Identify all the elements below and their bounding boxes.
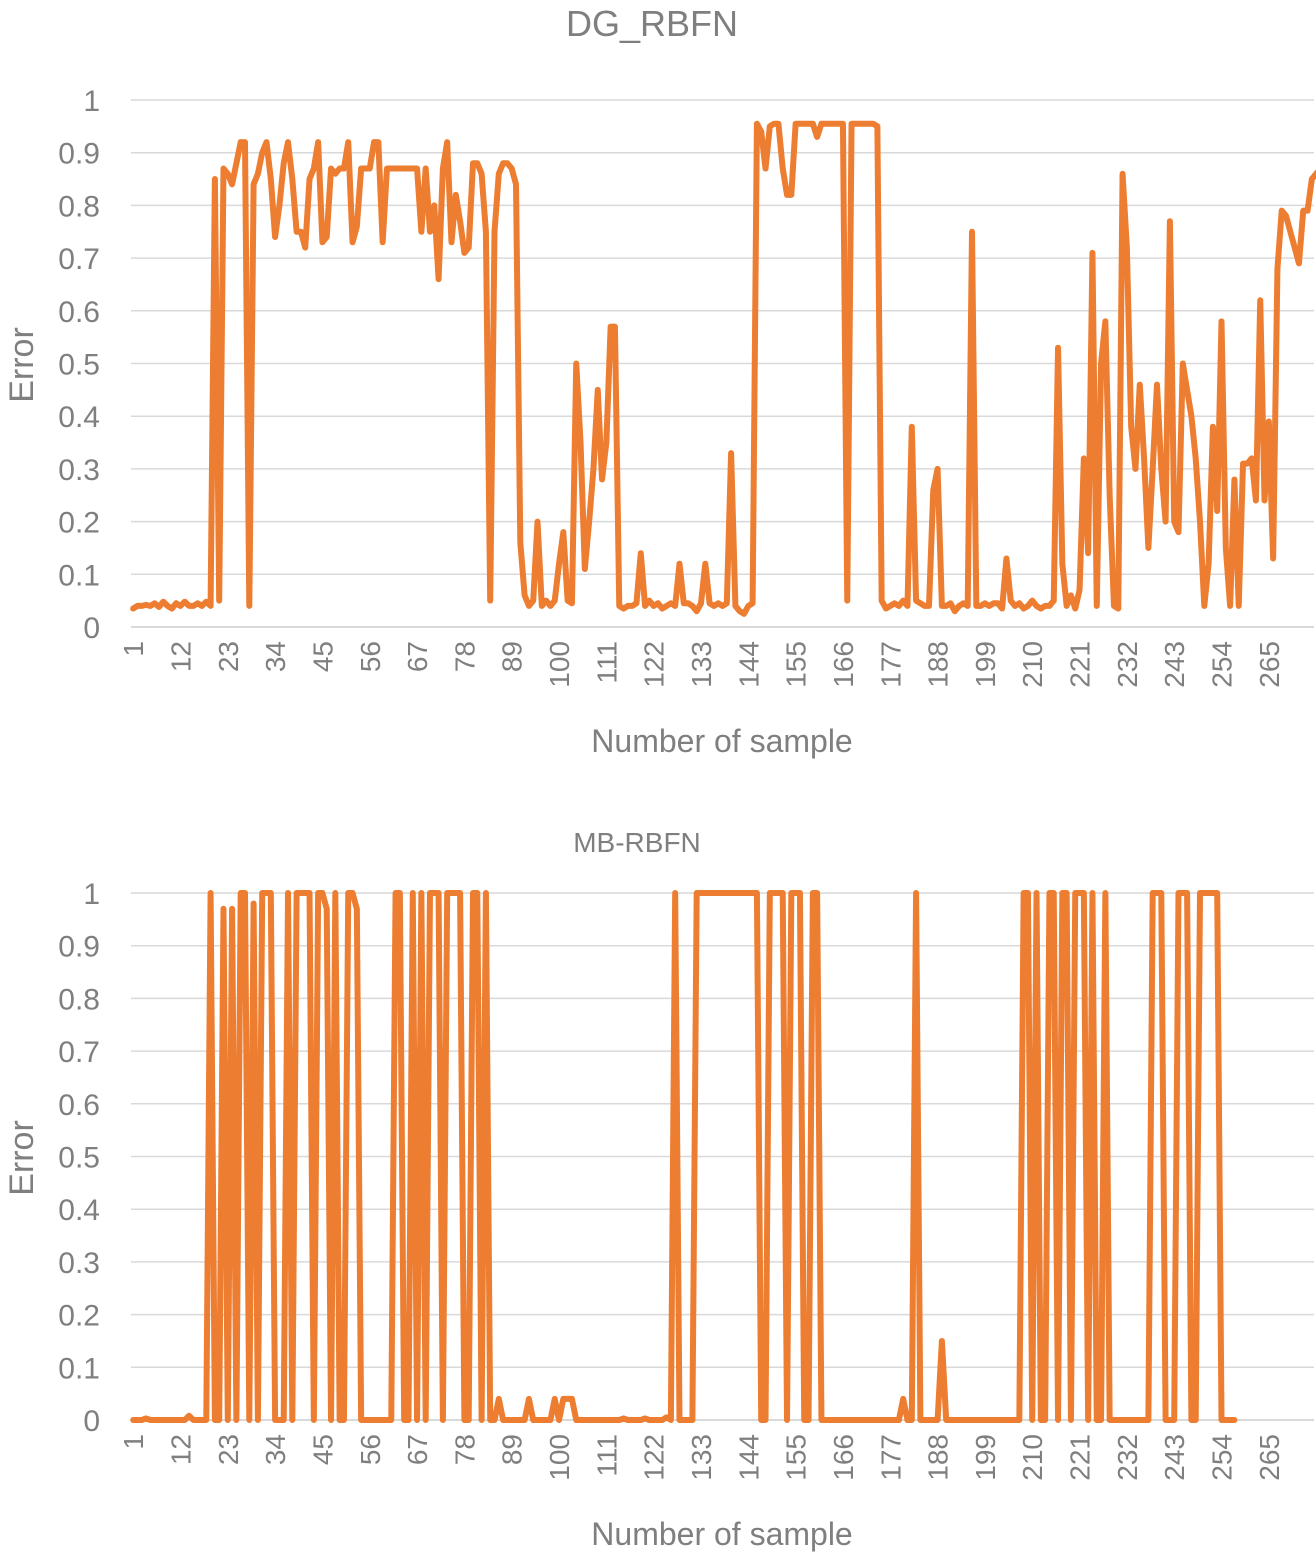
y-tick-label: 0.3: [58, 454, 100, 487]
x-tick-label: 111: [591, 641, 622, 684]
x-tick-label: 254: [1207, 1434, 1238, 1481]
x-tick-label: 78: [449, 1434, 480, 1465]
x-tick-label: 210: [1017, 641, 1048, 688]
x-tick-label: 221: [1065, 641, 1096, 688]
chart-title: MB-RBFN: [573, 827, 701, 858]
gridlines: [131, 99, 1314, 628]
series-line: [130, 120, 1316, 617]
x-tick-label: 100: [544, 1434, 575, 1481]
x-tick-label: 210: [1017, 1434, 1048, 1481]
x-tick-label: 155: [781, 641, 812, 688]
y-axis-label: Error: [3, 327, 41, 403]
y-tick-label: 0.1: [58, 559, 100, 592]
x-tick-label: 56: [355, 1434, 386, 1465]
x-tick-label: 199: [970, 1434, 1001, 1481]
x-tick-label: 34: [260, 641, 291, 672]
x-tick-label: 144: [733, 641, 764, 688]
x-tick-label: 111: [591, 1434, 622, 1477]
x-tick-label: 166: [828, 1434, 859, 1481]
y-tick-label: 0.4: [58, 401, 100, 434]
y-tick-label: 0.8: [58, 983, 100, 1016]
y-tick-label: 0.9: [58, 931, 100, 964]
x-tick-label: 67: [402, 1434, 433, 1465]
x-tick-label: 265: [1254, 641, 1285, 688]
x-tick-label: 133: [686, 1434, 717, 1481]
x-tick-label: 89: [497, 641, 528, 672]
x-tick-label: 232: [1112, 641, 1143, 688]
x-axis-label: Number of sample: [591, 1516, 852, 1552]
y-tick-label: 0.2: [58, 1300, 100, 1333]
x-axis-label: Number of sample: [591, 723, 852, 759]
y-tick-labels: 0 0.1 0.2 0.3 0.4 0.5 0.6 0.7 0.8 0.9 1: [58, 85, 100, 645]
x-tick-label: 232: [1112, 1434, 1143, 1481]
x-tick-label: 144: [733, 1434, 764, 1481]
x-tick-label: 122: [639, 641, 670, 688]
y-tick-label: 0.3: [58, 1247, 100, 1280]
x-tick-label: 23: [213, 641, 244, 672]
x-tick-label: 1: [118, 641, 149, 657]
x-tick-label: 122: [639, 1434, 670, 1481]
x-tick-label: 34: [260, 1434, 291, 1465]
y-tick-label: 0: [83, 1405, 100, 1438]
y-tick-label: 0.7: [58, 243, 100, 276]
x-tick-label: 56: [355, 641, 386, 672]
x-tick-label: 155: [781, 1434, 812, 1481]
y-tick-label: 0.1: [58, 1352, 100, 1385]
x-tick-label: 243: [1159, 641, 1190, 688]
x-tick-label: 221: [1065, 1434, 1096, 1481]
y-tick-label: 1: [83, 878, 100, 911]
y-tick-label: 0.5: [58, 1142, 100, 1175]
series-line: [130, 890, 1238, 1423]
x-tick-labels: 1 12 23 34 45 56 67 78 89 100 111 122 133 144 155 166 17…: [118, 1434, 1285, 1481]
x-tick-label: 45: [307, 641, 338, 672]
x-tick-label: 133: [686, 641, 717, 688]
x-tick-label: 166: [828, 641, 859, 688]
y-tick-label: 0.7: [58, 1036, 100, 1069]
x-tick-label: 100: [544, 641, 575, 688]
x-tick-label: 78: [449, 641, 480, 672]
x-tick-label: 89: [497, 1434, 528, 1465]
y-tick-label: 0.9: [58, 138, 100, 171]
y-tick-label: 0.8: [58, 190, 100, 223]
y-tick-label: 0: [83, 612, 100, 645]
x-tick-labels: 1 12 23 34 45 56 67 78 89 100 111 122 133 144 155 166 17…: [118, 641, 1285, 688]
x-tick-label: 177: [875, 641, 906, 688]
y-tick-label: 0.6: [58, 296, 100, 329]
x-tick-label: 188: [923, 1434, 954, 1481]
x-tick-label: 188: [923, 641, 954, 688]
series-line-path: [130, 120, 1316, 617]
x-tick-label: 45: [307, 1434, 338, 1465]
x-tick-label: 199: [970, 641, 1001, 688]
x-tick-label: 23: [213, 1434, 244, 1465]
y-tick-label: 0.5: [58, 349, 100, 382]
y-tick-label: 0.2: [58, 507, 100, 540]
x-tick-label: 265: [1254, 1434, 1285, 1481]
y-tick-label: 0.6: [58, 1089, 100, 1122]
y-axis-label: Error: [3, 1120, 41, 1196]
x-tick-label: 243: [1159, 1434, 1190, 1481]
y-tick-labels: 0 0.1 0.2 0.3 0.4 0.5 0.6 0.7 0.8 0.9 1: [58, 878, 100, 1438]
x-tick-label: 12: [165, 641, 196, 672]
x-tick-label: 12: [165, 1434, 196, 1465]
y-tick-label: 1: [83, 85, 100, 118]
chart-title: DG_RBFN: [566, 3, 738, 44]
x-tick-label: 1: [118, 1434, 149, 1450]
x-tick-label: 67: [402, 641, 433, 672]
y-tick-label: 0.4: [58, 1194, 100, 1227]
x-tick-label: 254: [1207, 641, 1238, 688]
x-tick-label: 177: [875, 1434, 906, 1481]
series-line-path: [130, 890, 1238, 1423]
